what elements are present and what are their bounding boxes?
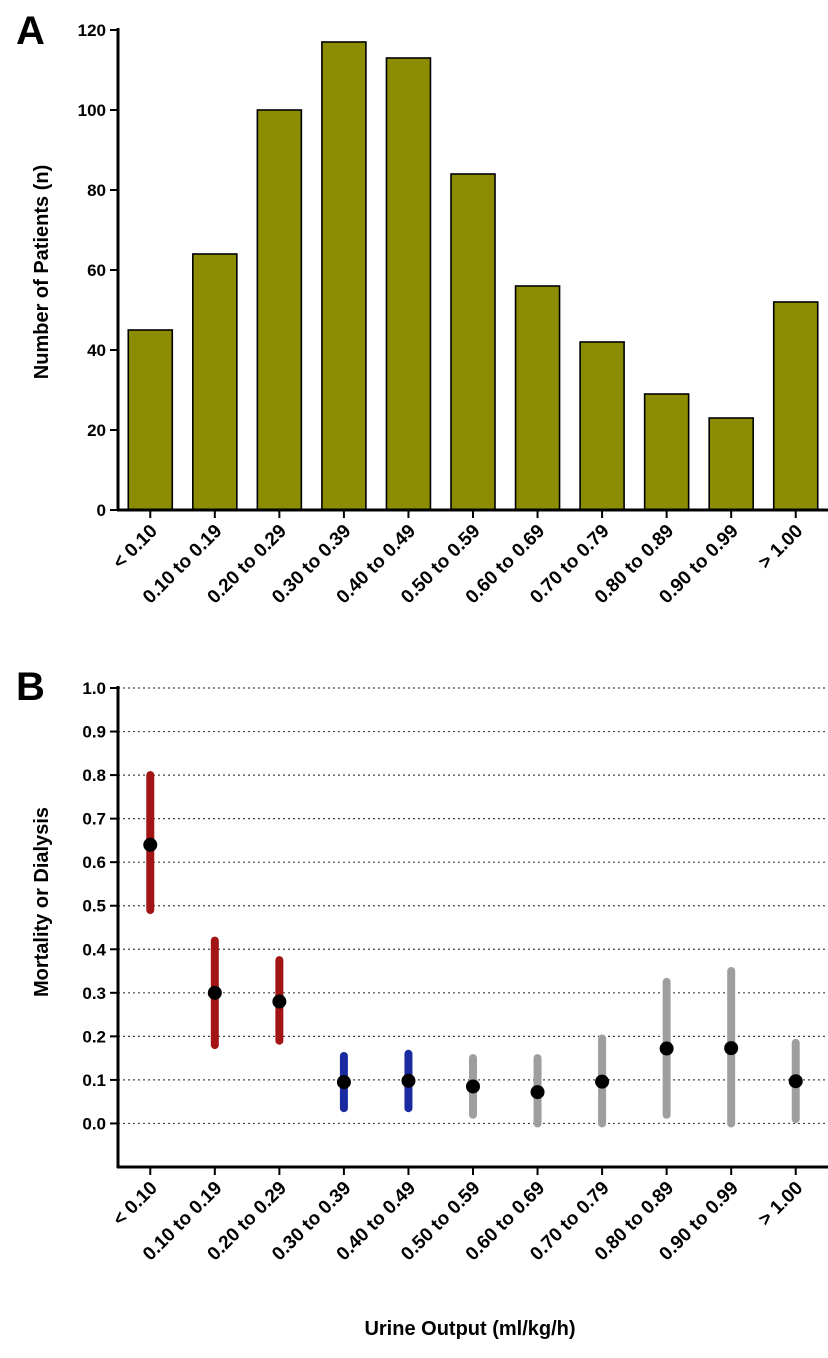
- panel-a-x-ticks: < 0.100.10 to 0.190.20 to 0.290.30 to 0.…: [109, 510, 807, 608]
- bar-6: [514, 285, 561, 511]
- panel-a-y-ticks: 0 20 40 60 80 100 120: [78, 21, 118, 520]
- bar-9: [708, 417, 754, 511]
- y-tick-label-4: 0.4: [82, 940, 106, 959]
- point-3: [336, 1075, 351, 1090]
- y-tick-label-0: 0: [97, 501, 106, 520]
- y-tick-label-7: 0.7: [82, 810, 106, 829]
- bar-8: [643, 393, 690, 511]
- x-tick-label-10: > 1.00: [755, 521, 808, 574]
- y-tick-label-1: 20: [87, 421, 106, 440]
- panel-a-bar-chart: A 0 20 40 60 80 100 120 < 0.100.10 to 0.190.20…: [16, 9, 828, 608]
- point-5: [466, 1079, 480, 1094]
- panel-b-x-axis-label: Urine Output (ml/kg/h): [364, 1318, 575, 1340]
- point-1: [207, 985, 222, 1000]
- bar-1: [192, 253, 238, 511]
- point-2: [272, 994, 287, 1009]
- point-8: [659, 1041, 674, 1056]
- y-tick-label-1: 0.1: [82, 1071, 106, 1090]
- y-tick-label-0: 0.0: [82, 1114, 106, 1133]
- y-tick-label-5: 100: [78, 101, 106, 120]
- bar-5: [450, 173, 496, 511]
- panel-b-y-axis-label: Mortality or Dialysis: [31, 807, 53, 997]
- y-tick-label-6: 120: [78, 21, 106, 40]
- y-tick-label-2: 40: [87, 341, 106, 360]
- bar-7: [579, 341, 625, 511]
- point-7: [595, 1074, 610, 1089]
- point-10: [788, 1074, 803, 1089]
- panel-b-letter: B: [16, 665, 45, 709]
- bar-4: [385, 57, 432, 511]
- y-tick-label-8: 0.8: [82, 766, 106, 785]
- bar-0: [127, 329, 174, 511]
- y-tick-label-4: 80: [87, 181, 106, 200]
- bar-10: [772, 301, 819, 511]
- panel-b-x-ticks: < 0.100.10 to 0.190.20 to 0.290.30 to 0.…: [109, 1167, 807, 1265]
- y-tick-label-5: 0.5: [82, 897, 106, 916]
- x-tick-label-0: < 0.10: [109, 521, 162, 574]
- panel-a-y-axis-label: Number of Patients (n): [31, 165, 53, 379]
- bar-2: [256, 109, 303, 511]
- x-tick-label-0: < 0.10: [109, 1178, 162, 1231]
- panel-a-bars: [127, 41, 819, 511]
- point-9: [724, 1041, 739, 1056]
- x-tick-label-10: > 1.00: [755, 1178, 808, 1231]
- y-tick-label-3: 60: [87, 261, 106, 280]
- y-tick-label-9: 0.9: [82, 723, 106, 742]
- bar-3: [321, 41, 367, 511]
- point-0: [143, 837, 158, 852]
- panel-b-error-chart: B 0.0 0.1 0.2 0.3 0.4 0.5 0.6 0.7 0.8 0.9 1.0 < 0.…: [16, 665, 828, 1340]
- point-4: [401, 1073, 416, 1088]
- y-tick-label-3: 0.3: [82, 984, 106, 1003]
- point-6: [530, 1085, 545, 1100]
- y-tick-label-2: 0.2: [82, 1027, 106, 1046]
- y-tick-label-10: 1.0: [82, 679, 106, 698]
- panel-b-y-ticks: 0.0 0.1 0.2 0.3 0.4 0.5 0.6 0.7 0.8 0.9 1.0: [82, 679, 118, 1133]
- panel-a-letter: A: [16, 9, 45, 53]
- panel-b-points: [143, 837, 803, 1100]
- y-tick-label-6: 0.6: [82, 853, 106, 872]
